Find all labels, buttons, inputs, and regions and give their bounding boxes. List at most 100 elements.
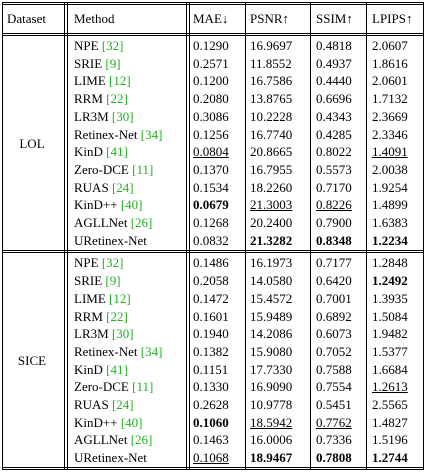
citation: [26]: [130, 215, 153, 230]
metric-value: 0.7001: [316, 290, 352, 306]
metric-value: 0.0804: [193, 144, 229, 160]
rule: [186, 2, 187, 470]
metric-value: 18.5942: [250, 414, 293, 430]
method-name: KinD [41]: [74, 361, 128, 377]
metric-value: 0.1463: [193, 432, 229, 448]
citation: [34]: [140, 343, 163, 359]
method-name: LR3M [30]: [74, 108, 134, 124]
metric-value: 0.1472: [193, 290, 229, 306]
method-name: RUAS [24]: [74, 179, 134, 195]
metric-value: 1.5377: [372, 343, 408, 359]
rule: [2, 2, 3, 470]
rule: [67, 2, 68, 470]
metric-value: 13.8765: [250, 91, 293, 107]
metric-value: 16.9697: [250, 38, 293, 53]
method-name: SRIE [9]: [74, 55, 121, 71]
rule: [366, 2, 367, 470]
citation: [11]: [132, 161, 154, 177]
metric-value: 1.2744: [372, 450, 408, 466]
metric-value: 0.1370: [193, 161, 229, 177]
rule: [2, 468, 424, 470]
rule: [2, 2, 424, 3]
metric-value: 0.1068: [193, 450, 229, 466]
metric-value: 2.0038: [372, 161, 408, 177]
method-name: AGLLNet [26]: [74, 215, 153, 230]
method-name: NPE [32]: [74, 255, 124, 271]
citation: [34]: [140, 126, 163, 142]
method-name: LR3M [30]: [74, 326, 134, 342]
metric-value: 0.1486: [193, 255, 229, 271]
metric-value: 0.7170: [316, 179, 352, 195]
metric-value: 0.1382: [193, 343, 229, 359]
method-name: Retinex-Net [34]: [74, 126, 163, 142]
citation: [40]: [120, 197, 143, 213]
column-header: Dataset: [7, 11, 46, 26]
metric-value: 2.3669: [372, 108, 408, 124]
metric-value: 1.5196: [372, 432, 408, 448]
citation: [24]: [111, 179, 134, 195]
metric-value: 1.4091: [372, 144, 408, 160]
citation: [30]: [111, 326, 134, 342]
method-name: KinD [41]: [74, 144, 128, 160]
metric-value: 16.9090: [250, 379, 293, 395]
metric-value: 0.1060: [193, 414, 229, 430]
metric-value: 0.2058: [193, 273, 229, 289]
metric-value: 0.1940: [193, 326, 229, 342]
column-header: SSIM↑: [316, 11, 353, 26]
citation: [11]: [132, 379, 154, 395]
metric-value: 0.8226: [316, 197, 352, 213]
metric-value: 16.0006: [250, 432, 293, 448]
metric-value: 0.0832: [193, 232, 229, 248]
method-name: Retinex-Net [34]: [74, 343, 163, 359]
citation: [30]: [111, 108, 134, 124]
metric-value: 0.4285: [316, 126, 352, 142]
column-header: PSNR↑: [250, 11, 290, 26]
rule: [64, 2, 65, 470]
metric-value: 2.0607: [372, 38, 408, 53]
metric-value: 16.7586: [250, 73, 293, 89]
method-name: RRM [22]: [74, 308, 128, 324]
metric-value: 18.2260: [250, 179, 293, 195]
metric-value: 0.4440: [316, 73, 352, 89]
method-name: AGLLNet [26]: [74, 432, 153, 448]
metric-value: 15.4572: [250, 290, 293, 306]
metric-value: 0.1151: [193, 361, 229, 377]
metric-value: 0.1200: [193, 73, 229, 89]
metric-value: 0.1290: [193, 38, 229, 53]
metric-value: 0.1330: [193, 379, 229, 395]
metric-value: 16.1973: [250, 255, 293, 271]
column-header: LPIPS↑: [372, 11, 413, 26]
citation: [22]: [106, 91, 128, 107]
metric-value: 1.9254: [372, 179, 408, 195]
metric-value: 1.7132: [372, 91, 408, 107]
metric-value: 14.0580: [250, 273, 293, 289]
metric-value: 0.8348: [316, 232, 352, 248]
metric-value: 0.5573: [316, 161, 352, 177]
metric-value: 0.7762: [316, 414, 352, 430]
metric-value: 0.4818: [316, 38, 352, 53]
metric-value: 0.7177: [316, 255, 352, 271]
column-header: Method: [74, 11, 115, 26]
metric-value: 1.4827: [372, 414, 408, 430]
metric-value: 18.9467: [250, 450, 293, 466]
method-name: KinD++ [40]: [74, 414, 143, 430]
rule: [189, 2, 190, 470]
metric-value: 0.6892: [316, 308, 352, 324]
metric-value: 0.8022: [316, 144, 352, 160]
rule: [310, 2, 311, 470]
metric-value: 1.2848: [372, 255, 408, 271]
metric-value: 1.5084: [372, 308, 408, 324]
metric-value: 0.5451: [316, 397, 352, 412]
citation: [9]: [105, 273, 121, 289]
citation: [24]: [111, 397, 134, 412]
dataset-name: SICE: [17, 353, 47, 369]
metric-value: 14.2086: [250, 326, 293, 342]
metric-value: 0.0679: [193, 197, 229, 213]
rule: [2, 33, 424, 34]
metric-value: 11.8552: [250, 55, 292, 71]
citation: [22]: [106, 308, 128, 324]
metric-value: 16.7955: [250, 161, 293, 177]
method-name: Zero-DCE [11]: [74, 161, 154, 177]
metric-value: 0.7052: [316, 343, 352, 359]
metric-value: 0.7554: [316, 379, 352, 395]
